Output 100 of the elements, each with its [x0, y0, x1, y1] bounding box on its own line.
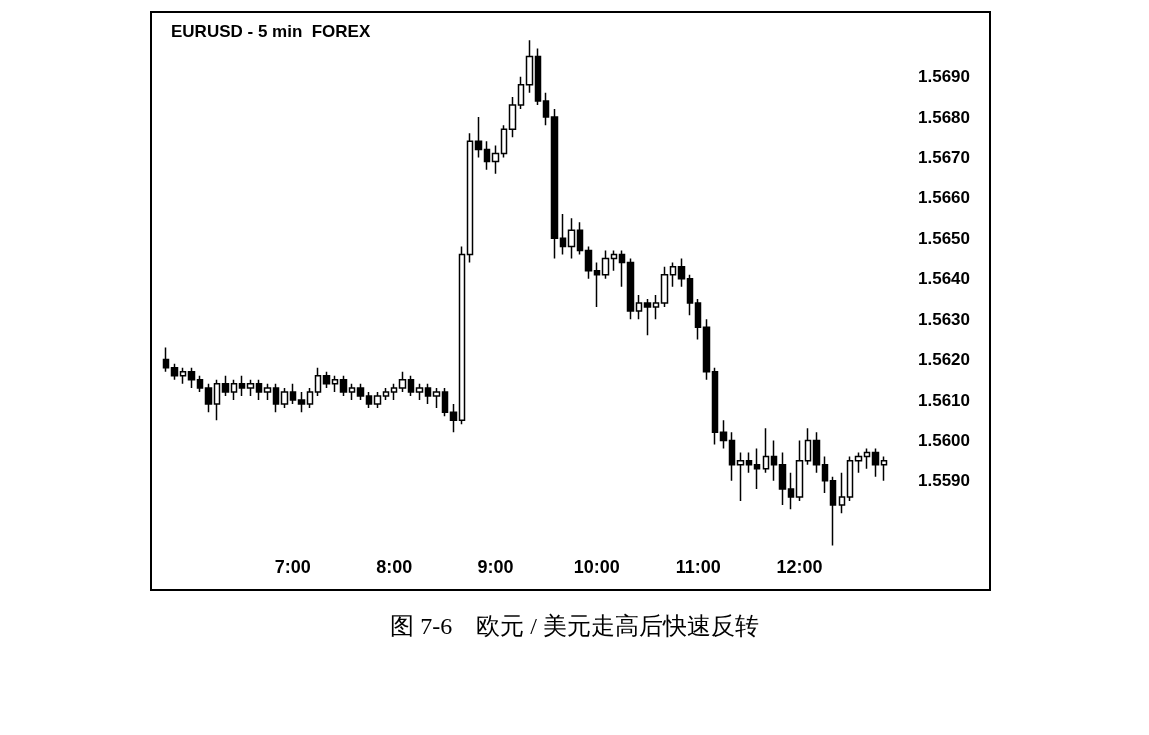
candlestick: [187, 366, 196, 389]
candlestick: [643, 298, 652, 337]
candlestick: [762, 427, 770, 474]
candlestick: [179, 366, 187, 385]
candlestick: [246, 379, 255, 397]
candlestick: [719, 419, 728, 450]
candlestick: [382, 387, 390, 401]
candlestick: [170, 362, 179, 381]
candlestick: [474, 116, 483, 159]
candlestick: [263, 383, 272, 401]
y-tick-label: 1.5660: [918, 188, 970, 208]
candlestick: [348, 383, 356, 401]
candlestick: [559, 213, 567, 256]
candlestick: [854, 451, 863, 474]
y-tick-label: 1.5590: [918, 471, 970, 491]
candlestick: [677, 257, 686, 288]
candlestick: [289, 383, 297, 405]
candlestick: [407, 375, 415, 397]
candlestick: [508, 96, 517, 139]
candlestick: [525, 39, 534, 94]
candlestick: [601, 249, 610, 280]
candlestick: [534, 47, 542, 106]
candlestick: [593, 261, 601, 308]
y-tick-label: 1.5640: [918, 269, 970, 289]
candlestick: [373, 391, 382, 409]
y-tick-label: 1.5600: [918, 430, 970, 450]
candlestick: [441, 387, 449, 417]
candlestick: [669, 261, 677, 288]
candlestick: [339, 375, 348, 397]
candlestick: [196, 375, 204, 393]
candlestick: [626, 257, 635, 320]
candlestick: [204, 383, 213, 413]
candlestick: [711, 366, 719, 446]
candlestick: [871, 447, 880, 478]
candlestick: [314, 366, 322, 397]
candlestick: [466, 132, 474, 264]
candlestick: [686, 273, 694, 316]
candlestick: [829, 476, 837, 547]
candlestick: [398, 370, 407, 393]
x-tick-label: 7:00: [274, 557, 311, 577]
x-tick-label: 12:00: [776, 557, 823, 577]
candlestick: [846, 455, 854, 502]
candlestick: [812, 431, 821, 474]
candlestick: [517, 75, 525, 110]
y-tick-label: 1.5680: [918, 107, 970, 127]
candlestick: [635, 294, 643, 320]
y-tick-label: 1.5690: [918, 67, 970, 87]
candlestick: [838, 472, 846, 514]
candlestick: [365, 391, 373, 409]
candlestick: [458, 245, 466, 426]
x-tick-label: 9:00: [477, 557, 514, 577]
candlestick: [652, 294, 660, 320]
candlestick: [660, 265, 669, 308]
y-tick-label: 1.5650: [918, 228, 970, 248]
candlestick: [795, 439, 804, 502]
candlestick: [221, 375, 230, 397]
candlestick: [804, 427, 812, 466]
candlestick: [821, 455, 829, 494]
candlestick: [618, 249, 626, 288]
candlestick: [424, 383, 432, 405]
y-tick-label: 1.5620: [918, 350, 970, 370]
candlestick: [694, 298, 702, 341]
x-tick-label: 10:00: [573, 557, 620, 577]
y-tick-label: 1.5630: [918, 309, 970, 329]
candlestick: [550, 108, 559, 260]
candlestick: [432, 387, 441, 409]
candlestick: [331, 375, 339, 393]
candlestick: [584, 245, 593, 280]
candlestick: [542, 92, 550, 126]
candlestick: [576, 221, 584, 256]
candlestick: [736, 451, 745, 502]
candlestick: [787, 472, 795, 510]
y-tick-label: 1.5670: [918, 148, 970, 168]
candlestick: [306, 387, 314, 409]
candlestick: [280, 387, 289, 409]
caption: 图 7-6 欧元 / 美元走高后快速反转: [390, 613, 759, 639]
candlestick: [610, 249, 618, 272]
candlestick: [356, 383, 365, 401]
candlestick: [322, 370, 331, 389]
candlestick: [728, 431, 736, 482]
candlestick: [702, 318, 711, 381]
x-tick-label: 11:00: [675, 557, 721, 577]
x-tick-label: 8:00: [376, 557, 413, 577]
candlestick: [567, 217, 576, 260]
candlestick: [162, 346, 170, 373]
candlestick: [778, 451, 787, 506]
candlestick: [272, 383, 280, 413]
candlestick: [255, 379, 263, 401]
candlestick: [213, 379, 221, 421]
y-tick-label: 1.5610: [918, 390, 970, 410]
candlestick: [745, 451, 753, 474]
candlestick: [880, 455, 888, 482]
candlestick: [770, 439, 778, 482]
candlestick: [230, 379, 238, 401]
candlestick: [390, 383, 398, 401]
candlestick: [238, 375, 246, 397]
candlestick: [297, 391, 306, 413]
candlestick: [491, 144, 500, 175]
text: EURUSD - 5 min FOREX: [171, 22, 371, 41]
candlestick: [863, 447, 871, 470]
